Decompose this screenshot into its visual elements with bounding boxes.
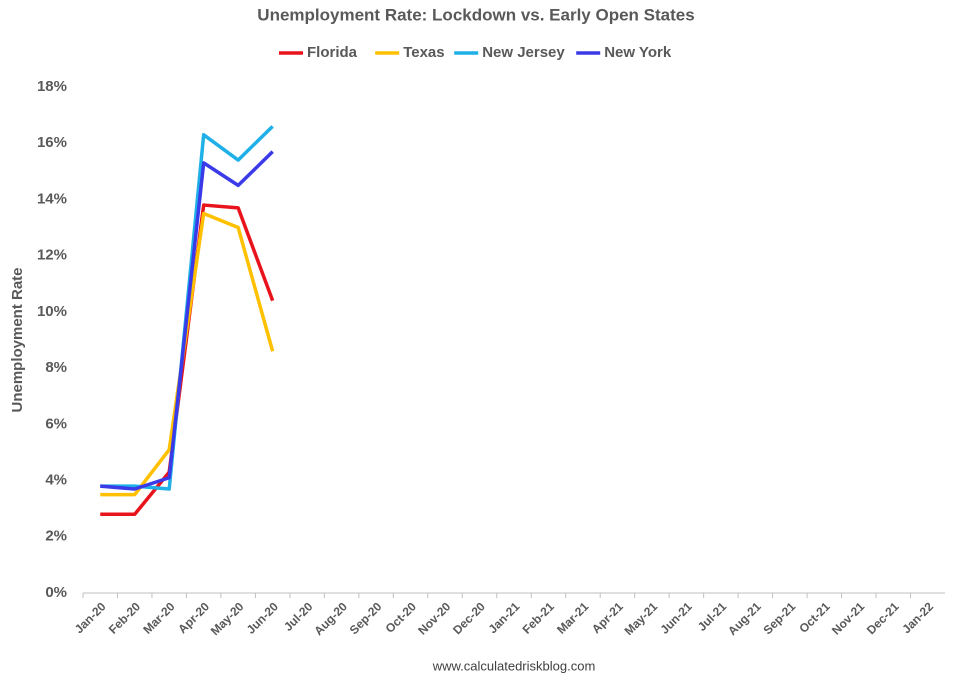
y-tick-label: 16%: [37, 134, 67, 151]
x-tick-label: Oct-20: [383, 599, 420, 636]
y-tick-label: 2%: [45, 528, 67, 545]
x-tick-label: Feb-21: [520, 599, 557, 636]
x-tick-label: Aug-21: [725, 599, 764, 638]
x-tick-label: Jun-20: [244, 599, 281, 636]
x-tick-label: Nov-20: [415, 599, 453, 637]
x-tick-label: Mar-21: [554, 599, 591, 636]
series-line: [100, 211, 275, 497]
x-tick-label: Dec-21: [864, 599, 902, 637]
x-tick-label: Jan-20: [72, 599, 109, 636]
legend-label: New York: [604, 44, 672, 61]
y-tick-label: 12%: [37, 247, 67, 264]
y-axis-label: Unemployment Rate: [9, 267, 26, 412]
legend-label: New Jersey: [482, 44, 565, 61]
y-tick-label: 6%: [45, 415, 67, 432]
x-tick-label: Jan-21: [486, 599, 523, 636]
x-tick-label: Jan-22: [899, 599, 936, 636]
x-tick-label: Sep-21: [760, 599, 798, 637]
x-tick-label: Apr-20: [175, 599, 212, 636]
y-tick-label: 18%: [37, 78, 67, 95]
x-tick-label: May-20: [208, 599, 247, 638]
y-tick-label: 4%: [45, 472, 67, 489]
x-tick-label: Oct-21: [796, 599, 833, 636]
y-tick-label: 0%: [45, 584, 67, 601]
x-tick-label: Dec-20: [450, 599, 488, 637]
legend-label: Florida: [307, 44, 358, 61]
x-tick-label: Feb-20: [106, 599, 143, 636]
series-line: [100, 150, 274, 491]
x-tick-label: Mar-20: [140, 599, 177, 636]
legend-label: Texas: [403, 44, 444, 61]
x-tick-label: Aug-20: [311, 599, 350, 638]
y-tick-label: 8%: [45, 359, 67, 376]
series-line: [100, 203, 275, 517]
y-tick-label: 14%: [37, 190, 67, 207]
footer: www.calculatedriskblog.com: [432, 658, 596, 673]
chart-title: Unemployment Rate: Lockdown vs. Early Op…: [257, 5, 694, 24]
x-tick-label: Apr-21: [589, 599, 626, 636]
x-tick-label: Sep-20: [347, 599, 385, 637]
x-tick-label: May-21: [622, 599, 661, 638]
y-tick-label: 10%: [37, 303, 67, 320]
x-tick-label: Jun-21: [658, 599, 695, 636]
x-tick-label: Nov-21: [829, 599, 867, 637]
